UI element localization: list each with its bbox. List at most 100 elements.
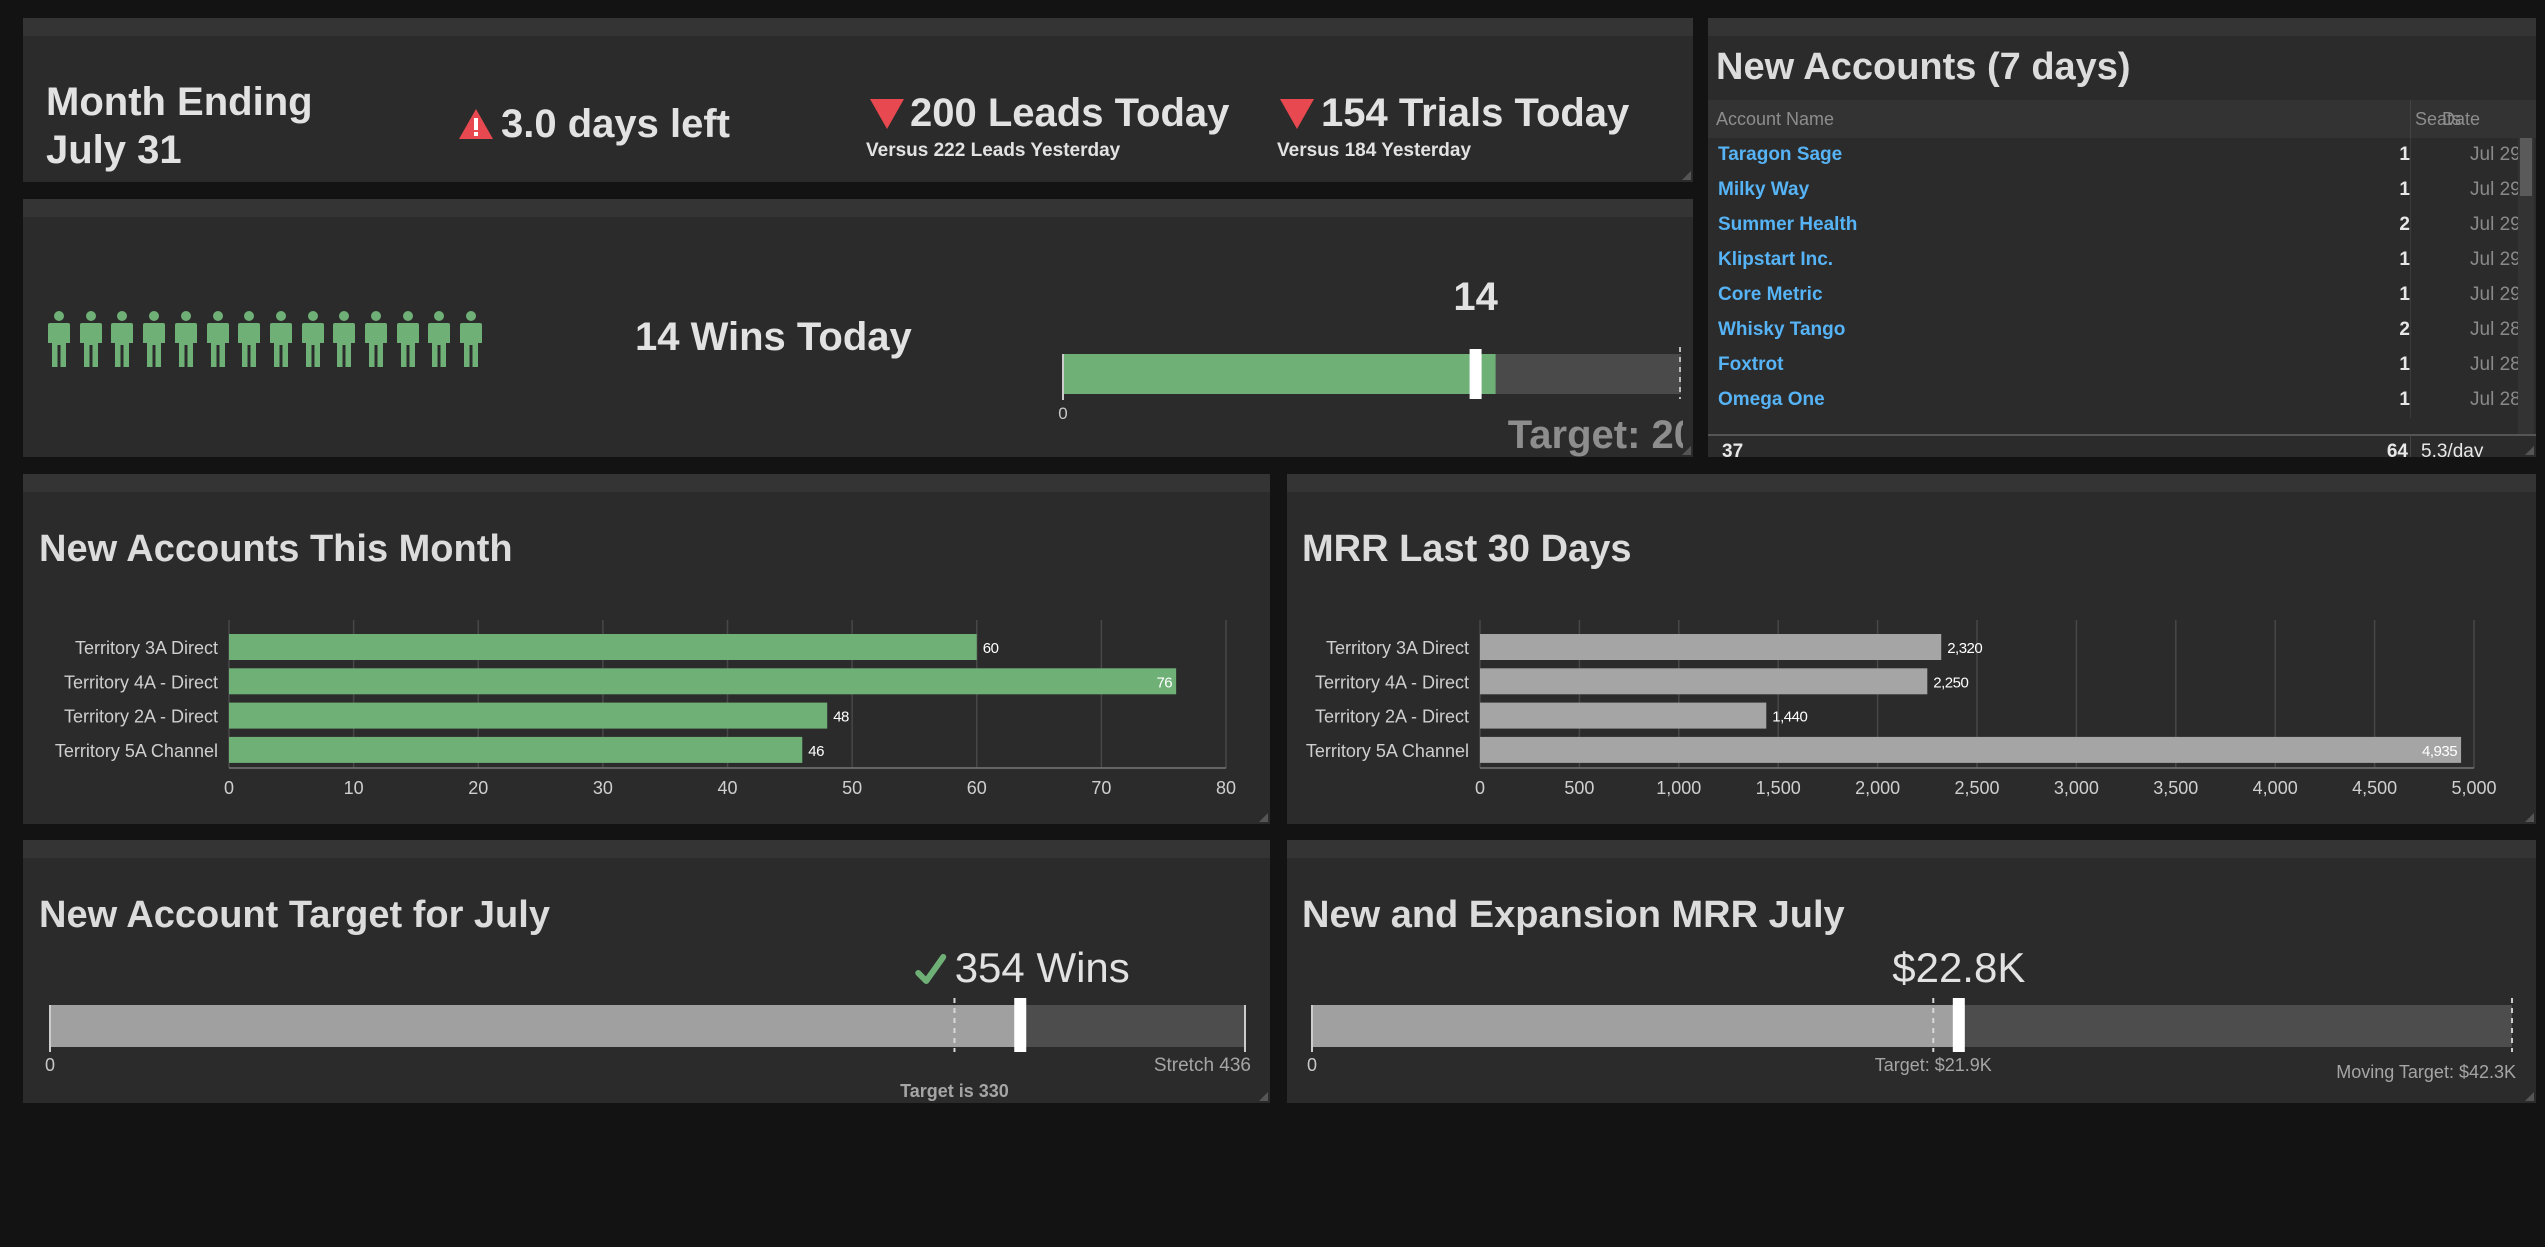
column-divider (2410, 100, 2411, 138)
table-row[interactable]: Milky Way 1 Jul 29 (1708, 173, 2524, 208)
column-divider (2410, 243, 2411, 278)
account-name-link[interactable]: Core Metric (1718, 284, 1823, 305)
scrollbar-thumb[interactable] (2520, 138, 2532, 196)
person-icon (333, 311, 356, 367)
new-accounts-7d-panel: New Accounts (7 days) Account Name Seats… (1708, 18, 2536, 457)
account-name-link[interactable]: Omega One (1718, 389, 1825, 410)
table-row[interactable]: Omega One 1 Jul 28 (1708, 383, 2524, 418)
person-icon (365, 311, 387, 367)
scrollbar-track[interactable] (2518, 138, 2534, 434)
date-cell: Jul 28 (2470, 319, 2521, 340)
down-triangle-icon (1280, 99, 1314, 129)
col-date[interactable]: Date (2442, 109, 2481, 129)
bar (229, 702, 828, 729)
date-cell: Jul 28 (2470, 389, 2521, 410)
table-row[interactable]: Core Metric 1 Jul 29 (1708, 278, 2524, 313)
bar-value-label: 2,250 (1933, 674, 1968, 691)
mrr-july-bullet-chart: 0 Target: $21.9K Moving Target: $42.3K $22.… (1307, 944, 2516, 1082)
account-name-link[interactable]: Whisky Tango (1718, 319, 1846, 340)
account-name-link[interactable]: Foxtrot (1718, 354, 1784, 375)
target-marker (1014, 998, 1027, 1052)
mrr-july-title: New and Expansion MRR July (1302, 894, 1845, 936)
person-icon (238, 311, 261, 367)
x-tick-label: 1,000 (1656, 778, 1701, 798)
table-row[interactable]: Foxtrot 1 Jul 28 (1708, 348, 2524, 383)
table-row[interactable]: Whisky Tango 2 Jul 28 (1708, 313, 2524, 348)
target-zero-label: 0 (45, 1055, 55, 1075)
x-tick-label: 80 (1216, 778, 1236, 798)
check-mark (915, 954, 947, 984)
y-category-label: Territory 2A - Direct (64, 707, 218, 727)
date-cell: Jul 29 (2470, 249, 2521, 270)
person-icon (143, 311, 166, 367)
mrr-zero-label: 0 (1307, 1055, 1317, 1075)
x-tick-label: 2,000 (1855, 778, 1900, 798)
x-tick-label: 0 (224, 778, 234, 798)
stretch-label: Stretch 436 (1154, 1055, 1251, 1076)
target-label: Target is 330 (900, 1081, 1009, 1101)
y-category-label: Territory 4A - Direct (1315, 672, 1469, 692)
column-divider (2410, 278, 2411, 313)
mrr-marker (1952, 998, 1965, 1052)
account-name-link[interactable]: Summer Health (1718, 214, 1858, 235)
column-divider (2410, 138, 2411, 173)
person-icon (396, 311, 419, 367)
wins-today-label: 14 Wins Today (635, 315, 912, 359)
bar (1480, 634, 1942, 660)
column-divider (2410, 208, 2411, 243)
person-icon (111, 311, 134, 367)
bar (1480, 736, 2462, 763)
seats-cell: 1 (2399, 284, 2410, 305)
seats-cell: 1 (2399, 179, 2410, 200)
x-tick-label: 60 (967, 778, 987, 798)
person-icon (48, 311, 70, 367)
wins-value-label: 14 (1453, 275, 1498, 319)
new-accounts-month-title: New Accounts This Month (39, 528, 513, 570)
wins-bullet-chart: 14 0 Target: 20 (1058, 275, 1683, 457)
month-ending-date: July 31 (46, 128, 182, 172)
account-name-link[interactable]: Taragon Sage (1718, 144, 1843, 165)
people-row (47, 311, 547, 371)
bar (1480, 702, 1767, 729)
y-category-label: Territory 5A Channel (1306, 741, 1469, 761)
x-tick-label: 500 (1564, 778, 1594, 798)
wins-marker (1469, 349, 1482, 399)
bar-value-label: 60 (983, 640, 999, 657)
x-tick-label: 10 (344, 778, 364, 798)
bar (229, 634, 977, 660)
wins-panel: 14 Wins Today 14 0 Target: 20 (23, 199, 1693, 457)
bar (1480, 668, 1928, 695)
leads-yesterday: Versus 222 Leads Yesterday (866, 140, 1121, 161)
person-icon (206, 311, 229, 367)
bar (229, 736, 803, 763)
table-row[interactable]: Taragon Sage 1 Jul 29 (1708, 138, 2524, 173)
col-account-name[interactable]: Account Name (1716, 109, 1835, 129)
y-category-label: Territory 3A Direct (75, 638, 218, 658)
person-icon (79, 311, 102, 367)
date-cell: Jul 29 (2470, 214, 2521, 235)
target-value-label: 354 Wins (955, 944, 1130, 991)
seats-cell: 1 (2399, 354, 2410, 375)
account-name-link[interactable]: Milky Way (1718, 179, 1810, 200)
seats-cell: 1 (2399, 249, 2410, 270)
y-category-label: Territory 3A Direct (1326, 638, 1469, 658)
days-left: 3.0 days left (501, 102, 731, 146)
target-bar-fill (50, 1005, 1021, 1047)
trials-yesterday: Versus 184 Yesterday (1277, 140, 1472, 161)
account-name-link[interactable]: Klipstart Inc. (1718, 249, 1834, 270)
table-row[interactable]: Klipstart Inc. 1 Jul 29 (1708, 243, 2524, 278)
account-target-panel: New Account Target for July 0 Target is 3… (23, 840, 1270, 1103)
mrr-value-label: $22.8K (1892, 944, 2025, 991)
mrr-moving-target-label: Moving Target: $42.3K (2336, 1062, 2516, 1082)
bar-value-label: 76 (1156, 674, 1172, 691)
table-row[interactable]: Summer Health 2 Jul 29 (1708, 208, 2524, 243)
bar (229, 668, 1177, 695)
mrr-30-days-chart: 0 500 1,000 1,500 2,000 2,500 3,000 3,500 4,000 4… (1306, 620, 2497, 798)
person-icon (174, 311, 197, 367)
x-tick-label: 3,000 (2054, 778, 2099, 798)
col-seats[interactable]: Seats (2414, 109, 2461, 129)
y-category-label: Territory 5A Channel (55, 741, 218, 761)
x-tick-label: 50 (842, 778, 862, 798)
mrr-july-panel: New and Expansion MRR July 0 Target: $21.… (1287, 840, 2536, 1103)
x-tick-label: 5,000 (2451, 778, 2496, 798)
